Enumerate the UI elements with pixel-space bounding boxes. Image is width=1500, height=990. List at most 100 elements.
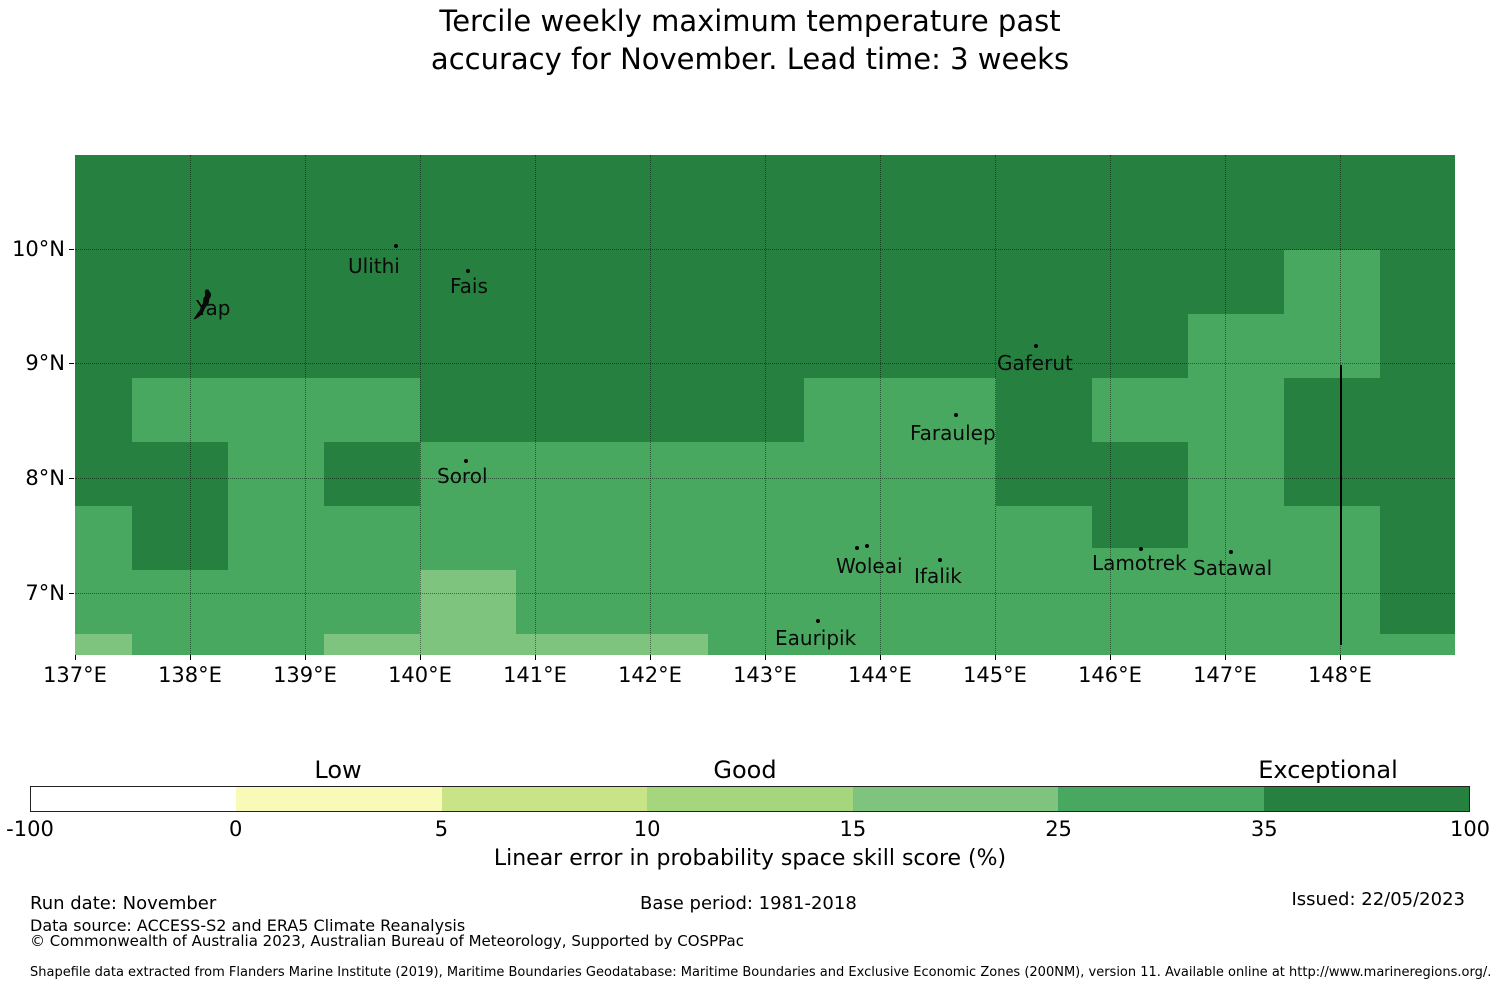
x-tick-label: 147°E bbox=[1193, 663, 1257, 687]
shapefile-credit-text: Shapefile data extracted from Flanders M… bbox=[30, 965, 1492, 980]
x-tick-label: 143°E bbox=[733, 663, 797, 687]
map-cell bbox=[804, 442, 900, 506]
colorbar-segment-35-100 bbox=[1263, 787, 1469, 811]
map-cell bbox=[1284, 250, 1380, 314]
map-cell bbox=[996, 570, 1092, 634]
map-cell bbox=[516, 570, 612, 634]
chart-title-line2: accuracy for November. Lead time: 3 week… bbox=[430, 42, 1070, 76]
map-cell bbox=[708, 442, 804, 506]
colorbar-segment-25-35 bbox=[1058, 787, 1264, 811]
island-label-ulithi: Ulithi bbox=[348, 254, 400, 278]
map-cell bbox=[228, 442, 324, 506]
map-cell bbox=[804, 634, 900, 655]
map-cell bbox=[1284, 314, 1380, 378]
colorbar-category-good: Good bbox=[713, 756, 777, 784]
latitude-gridline bbox=[75, 478, 1455, 479]
colorbar-category-low: Low bbox=[314, 756, 362, 784]
x-tickmark bbox=[305, 655, 306, 660]
y-tickmark bbox=[69, 249, 74, 250]
map-cell bbox=[516, 442, 612, 506]
longitude-gridline bbox=[995, 155, 996, 655]
map-cell bbox=[996, 506, 1092, 570]
map-cell bbox=[708, 506, 804, 570]
latitude-gridline bbox=[75, 593, 1455, 594]
island-label-yap: Yap bbox=[196, 296, 231, 320]
map-cell bbox=[1092, 548, 1188, 570]
island-label-fais: Fais bbox=[450, 274, 488, 298]
longitude-gridline bbox=[420, 155, 421, 655]
island-label-lamotrek: Lamotrek bbox=[1092, 551, 1187, 575]
island-marker-dot bbox=[394, 244, 398, 248]
island-label-ifalik: Ifalik bbox=[914, 564, 962, 588]
map-cell bbox=[324, 570, 420, 634]
island-marker-dot bbox=[816, 619, 820, 623]
colorbar bbox=[30, 786, 1470, 812]
map-cell bbox=[1092, 634, 1188, 655]
longitude-gridline bbox=[305, 155, 306, 655]
map-cell bbox=[708, 634, 804, 655]
colorbar-tick-label: 25 bbox=[1045, 817, 1072, 841]
map-cell bbox=[708, 570, 804, 634]
x-tick-label: 140°E bbox=[388, 663, 452, 687]
x-tick-label: 148°E bbox=[1308, 663, 1372, 687]
map-cell bbox=[324, 634, 420, 655]
y-tick-label: 9°N bbox=[25, 351, 65, 375]
island-label-gaferut: Gaferut bbox=[997, 351, 1073, 375]
colorbar-segment-5-10 bbox=[441, 787, 648, 811]
map-cell bbox=[228, 378, 324, 442]
colorbar-segment-0-5 bbox=[236, 787, 442, 811]
eez-boundary-line bbox=[1340, 365, 1342, 645]
colorbar-tick-label: 10 bbox=[633, 817, 661, 841]
map-cell bbox=[1188, 634, 1284, 655]
island-label-woleai: Woleai bbox=[836, 554, 903, 578]
x-tick-label: 146°E bbox=[1078, 663, 1142, 687]
y-tickmark bbox=[69, 478, 74, 479]
colorbar-category-exceptional: Exceptional bbox=[1258, 756, 1398, 784]
map-cell bbox=[612, 506, 708, 570]
colorbar-tick-label: -100 bbox=[6, 817, 54, 841]
map-cell bbox=[420, 506, 516, 570]
issued-date-text: Issued: 22/05/2023 bbox=[1291, 889, 1465, 910]
x-tick-label: 145°E bbox=[963, 663, 1027, 687]
map-cell bbox=[516, 506, 612, 570]
map-cell bbox=[1188, 442, 1284, 506]
colorbar-tick-label: 35 bbox=[1250, 817, 1278, 841]
map-cell bbox=[1188, 506, 1284, 570]
map-cell bbox=[324, 506, 420, 570]
yap-island-shape bbox=[193, 289, 219, 321]
x-tickmark bbox=[995, 655, 996, 660]
x-tick-label: 139°E bbox=[273, 663, 337, 687]
x-tick-label: 137°E bbox=[43, 663, 107, 687]
map-cell bbox=[75, 570, 132, 634]
base-period-text: Base period: 1981-2018 bbox=[640, 893, 857, 914]
map-cell bbox=[804, 378, 900, 442]
x-tickmark bbox=[75, 655, 76, 660]
colorbar-segment--100-0 bbox=[31, 787, 237, 811]
map-cell bbox=[1284, 506, 1380, 570]
y-tickmark bbox=[69, 363, 74, 364]
map-cell bbox=[420, 634, 516, 655]
island-marker-dot bbox=[466, 269, 470, 273]
map-cell bbox=[228, 570, 324, 634]
island-label-satawal: Satawal bbox=[1193, 556, 1273, 580]
x-tickmark bbox=[765, 655, 766, 660]
map-cell bbox=[996, 634, 1092, 655]
longitude-gridline bbox=[190, 155, 191, 655]
y-tick-label: 10°N bbox=[12, 237, 65, 261]
longitude-gridline bbox=[650, 155, 651, 655]
map-cell bbox=[900, 378, 996, 442]
map-cell bbox=[804, 570, 900, 634]
map-cell bbox=[900, 506, 996, 570]
island-label-eauripik: Eauripik bbox=[775, 626, 857, 650]
island-marker-dot bbox=[464, 459, 468, 463]
x-tickmark bbox=[650, 655, 651, 660]
x-tick-label: 144°E bbox=[848, 663, 912, 687]
x-tickmark bbox=[1225, 655, 1226, 660]
map-cell bbox=[804, 506, 900, 570]
island-label-sorol: Sorol bbox=[437, 464, 488, 488]
map-cell bbox=[132, 378, 228, 442]
x-tickmark bbox=[1110, 655, 1111, 660]
data-source-text: Data source: ACCESS-S2 and ERA5 Climate … bbox=[30, 916, 466, 935]
map-cell bbox=[900, 442, 996, 506]
map-cell bbox=[612, 442, 708, 506]
